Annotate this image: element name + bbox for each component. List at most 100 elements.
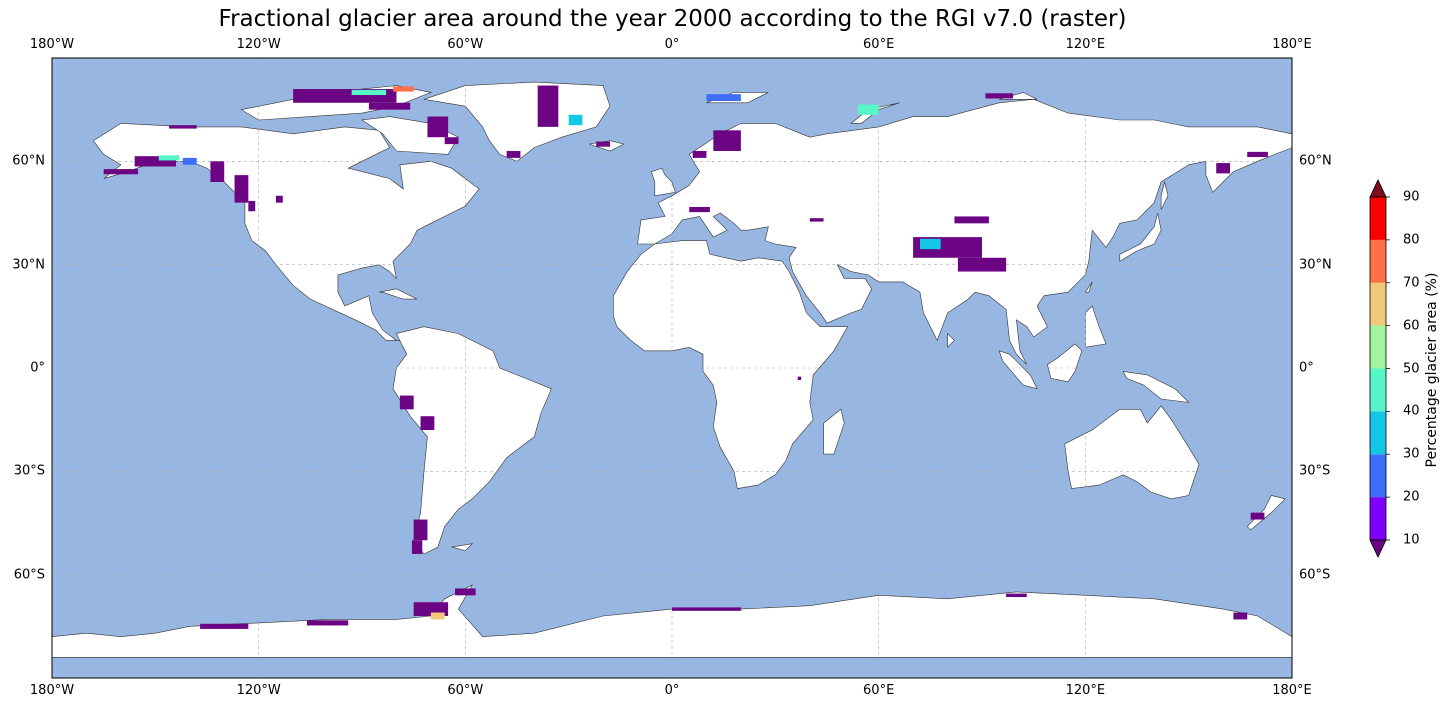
landmass-sri-lanka: [947, 332, 955, 349]
right-tick-label: 30°S: [1299, 463, 1331, 479]
glacier-cell: [399, 395, 414, 410]
glacier-cell: [413, 519, 428, 541]
glacier-cell: [393, 86, 414, 92]
glacier-cell: [411, 540, 423, 554]
colorbar-segment: [1370, 411, 1386, 455]
glacier-cell: [920, 238, 941, 250]
landmass-new-guinea: [1122, 371, 1190, 403]
glacier-cell: [248, 200, 256, 212]
landmass-greenland: [423, 81, 611, 162]
glacier-cell: [134, 156, 176, 167]
colorbar: [1369, 179, 1390, 558]
glacier-cell: [275, 195, 283, 203]
right-tick-label: 60°S: [1299, 567, 1331, 583]
glacier-cell: [954, 216, 989, 224]
colorbar-tick-label: 10: [1403, 532, 1420, 548]
glacier-cell: [506, 151, 521, 158]
landmass-british-isles: [650, 167, 676, 197]
colorbar-segment: [1370, 282, 1386, 326]
left-tick-label: 60°S: [13, 567, 45, 583]
landmass-eurasia: [637, 98, 1293, 365]
bottom-tick-label: 120°W: [236, 683, 281, 698]
glacier-cell: [858, 104, 879, 115]
graticule: [52, 58, 1292, 678]
glacier-cell: [368, 102, 411, 110]
landmass-cuba: [379, 288, 418, 300]
colorbar-segment: [1370, 497, 1386, 540]
glacier-cell: [797, 376, 802, 381]
glacier-cell: [158, 155, 180, 161]
colorbar-tick-label: 50: [1403, 361, 1420, 376]
glacier-cell: [351, 89, 387, 96]
left-tick-label: 30°S: [13, 463, 45, 479]
bottom-tick-label: 60°W: [447, 683, 484, 698]
landmass-antarctica: [51, 584, 1293, 658]
glacier-cell: [713, 130, 741, 151]
glacier-cell: [1233, 612, 1248, 620]
glacier-cell: [568, 114, 583, 126]
left-tick-label: 60°N: [12, 153, 45, 169]
bottom-tick-label: 180°W: [29, 683, 75, 698]
glacier-cell: [706, 94, 741, 102]
top-tick-label: 180°E: [1272, 37, 1312, 52]
bottom-tick-label: 60°E: [863, 683, 895, 698]
landmass-new-zealand: [1246, 495, 1286, 531]
glacier-cell: [1006, 593, 1027, 598]
glacier-cell: [200, 623, 249, 629]
glacier-cell: [1250, 512, 1265, 520]
colorbar-tick-label: 30: [1403, 446, 1420, 462]
land-masses: [51, 81, 1293, 658]
colorbar-label: Percentage glacier area (%): [1424, 272, 1440, 468]
colorbar-over-arrow: [1369, 179, 1387, 198]
glacier-cell: [957, 257, 1007, 272]
colorbar-segment: [1370, 454, 1386, 498]
glacier-cell: [430, 612, 445, 620]
colorbar-tick-label: 40: [1403, 403, 1420, 419]
left-tick-label: 30°N: [12, 257, 45, 273]
colorbar-tick-label: 70: [1403, 275, 1420, 291]
bottom-tick-label: 0°: [664, 683, 680, 698]
glacier-raster: [103, 85, 1268, 629]
top-tick-label: 120°W: [236, 37, 281, 52]
glacier-cell: [692, 151, 707, 158]
colorbar-under-arrow: [1369, 539, 1387, 558]
landmass-taiwan: [1084, 281, 1093, 293]
top-tick-label: 0°: [664, 37, 680, 52]
glacier-cell: [169, 125, 197, 129]
glacier-cell: [537, 85, 559, 127]
glacier-cell: [427, 116, 449, 138]
colorbar-tick-label: 20: [1403, 489, 1420, 505]
glacier-cell: [234, 175, 249, 203]
landmass-madeira-islands: [451, 543, 474, 551]
map-frame: [51, 57, 1293, 679]
glacier-cell: [672, 607, 741, 611]
right-tick-label: 60°N: [1299, 153, 1332, 169]
colorbar-segment: [1370, 197, 1386, 240]
top-tick-label: 60°W: [447, 37, 484, 52]
glacier-cell: [420, 416, 435, 430]
landmass-sumatra: [998, 350, 1038, 390]
glacier-cell: [210, 161, 225, 182]
glacier-cell: [985, 93, 1013, 99]
glacier-cell: [444, 137, 459, 145]
glacier-cell: [182, 157, 197, 165]
colorbar-segment: [1370, 239, 1386, 283]
landmass-sakhalin: [1160, 181, 1169, 210]
right-tick-label: 30°N: [1299, 257, 1332, 273]
glacier-cell: [1247, 151, 1268, 158]
glacier-cell: [103, 169, 139, 175]
landmass-borneo: [1047, 343, 1083, 383]
landmass-australia: [1064, 405, 1200, 500]
glacier-cell: [455, 588, 476, 596]
landmass-japan: [1119, 212, 1162, 262]
colorbar-segment: [1370, 368, 1386, 412]
landmass-madagascar: [823, 408, 845, 455]
glacier-cell: [596, 141, 610, 147]
bottom-tick-label: 120°E: [1065, 683, 1106, 698]
bottom-tick-label: 180°E: [1272, 683, 1312, 698]
left-tick-label: 0°: [30, 360, 45, 376]
colorbar-tick-label: 90: [1403, 189, 1420, 205]
glacier-cell: [809, 218, 824, 222]
top-tick-label: 60°E: [863, 37, 895, 52]
